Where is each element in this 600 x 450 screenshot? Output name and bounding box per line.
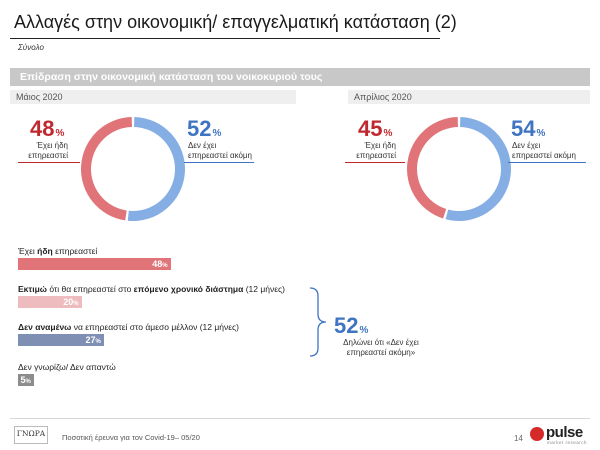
bar-label-expect-future: Εκτιμώ ότι θα επηρεαστεί στο επόμενο χρο… [18,284,285,294]
leader-line-affected-april [345,162,405,163]
page-title: Αλλαγές στην οικονομική/ επαγγελματική κ… [14,12,457,32]
pulse-logo: pulse market research [530,424,594,446]
bar-value-not-expect: 27% [85,335,101,345]
pulse-logo-word: pulse [546,424,583,441]
pct-affected-april: 45% [358,116,393,141]
section-title: Επίδραση στην οικονομική κατάσταση του ν… [20,71,323,83]
footer-text: Ποσοτική έρευνα για τον Covid-19– 05/20 [62,433,200,442]
bar-label-dont-know: Δεν γνωρίζω/ Δεν απαντώ [18,362,116,372]
label-affected-may: Έχει ήδη επηρεαστεί [28,141,68,160]
pulse-logo-dot-icon [530,427,544,441]
label-affected-april: Έχει ήδη επηρεαστεί [356,141,396,160]
pct-not-affected-may: 52% [187,116,222,141]
label-not-affected-april: Δεν έχει επηρεαστεί ακόμη [512,141,576,160]
pct-affected-may: 48% [30,116,65,141]
bar-value-dont-know: 5% [20,375,31,385]
label-not-affected-may: Δεν έχει επηρεαστεί ακόμη [188,141,252,160]
bar-dont-know: 5% [18,374,34,386]
bar-not-expect: 27% [18,334,104,346]
donut-slice-not-affected-may [127,117,185,221]
bar-label-already-affected: Έχει ήδη επηρεαστεί [18,246,98,256]
leader-line-not-affected-may [184,162,254,163]
leader-line-not-affected-april [508,162,586,163]
footer-rule [10,418,590,419]
period-header-april: Απρίλιος 2020 [348,90,590,104]
bar-value-already-affected: 48% [152,259,168,269]
gnora-logo: ΓΝΩΡΑ [14,426,48,444]
donut-slice-affected-april [406,117,458,219]
title-rule [10,38,440,39]
bar-expect-future: 20% [18,296,82,308]
page-number: 14 [514,434,523,443]
pct-not-affected-april: 54% [511,116,546,141]
bar-already-affected: 48% [18,258,171,270]
donut-chart-april [406,117,511,221]
pulse-logo-sub: market research [547,440,588,445]
leader-line-affected-may [18,162,80,163]
donut-slice-affected-may [80,117,132,221]
page-subtitle: Σύνολο [18,43,44,52]
period-header-may: Μάιος 2020 [10,90,296,104]
summary-label: Δηλώνει ότι «Δεν έχει επηρεαστεί ακόμη» [343,338,419,358]
section-bar: Επίδραση στην οικονομική κατάσταση του ν… [10,68,590,86]
bar-label-not-expect: Δεν αναμένω να επηρεαστεί στο άμεσο μέλλ… [18,322,239,332]
donut-chart-may [80,117,185,221]
bar-value-expect-future: 20% [63,297,79,307]
summary-value: 52% [334,313,369,338]
curly-brace [309,287,327,357]
donut-slice-not-affected-april [445,117,511,221]
